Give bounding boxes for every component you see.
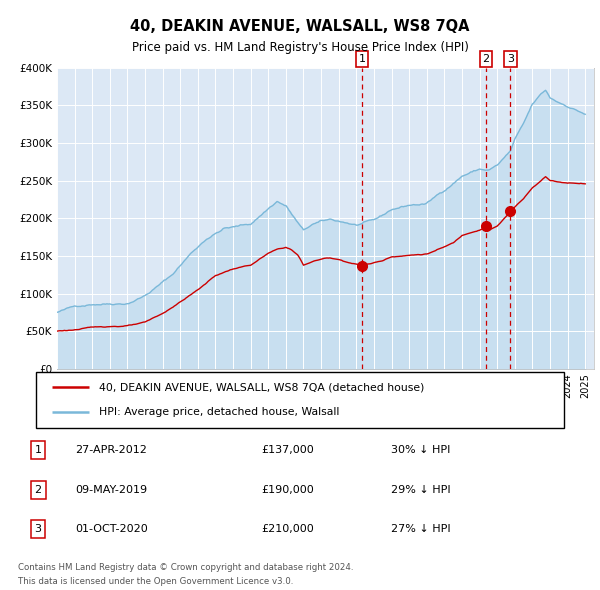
Text: 40, DEAKIN AVENUE, WALSALL, WS8 7QA (detached house): 40, DEAKIN AVENUE, WALSALL, WS8 7QA (det… bbox=[100, 382, 425, 392]
Text: This data is licensed under the Open Government Licence v3.0.: This data is licensed under the Open Gov… bbox=[18, 577, 293, 586]
Text: 30% ↓ HPI: 30% ↓ HPI bbox=[391, 445, 450, 455]
Text: 1: 1 bbox=[35, 445, 41, 455]
Text: 29% ↓ HPI: 29% ↓ HPI bbox=[391, 485, 450, 494]
Text: 1: 1 bbox=[359, 54, 365, 64]
Text: Contains HM Land Registry data © Crown copyright and database right 2024.: Contains HM Land Registry data © Crown c… bbox=[18, 563, 353, 572]
Text: £190,000: £190,000 bbox=[261, 485, 314, 494]
Text: 09-MAY-2019: 09-MAY-2019 bbox=[75, 485, 147, 494]
Text: £137,000: £137,000 bbox=[261, 445, 314, 455]
Text: 3: 3 bbox=[35, 524, 41, 534]
Text: 2: 2 bbox=[482, 54, 490, 64]
Text: 3: 3 bbox=[507, 54, 514, 64]
Text: 01-OCT-2020: 01-OCT-2020 bbox=[75, 524, 148, 534]
Text: 27% ↓ HPI: 27% ↓ HPI bbox=[391, 524, 450, 534]
Text: HPI: Average price, detached house, Walsall: HPI: Average price, detached house, Wals… bbox=[100, 407, 340, 417]
Text: £210,000: £210,000 bbox=[261, 524, 314, 534]
Text: Price paid vs. HM Land Registry's House Price Index (HPI): Price paid vs. HM Land Registry's House … bbox=[131, 41, 469, 54]
Text: 27-APR-2012: 27-APR-2012 bbox=[75, 445, 146, 455]
Text: 2: 2 bbox=[35, 485, 41, 494]
Text: 40, DEAKIN AVENUE, WALSALL, WS8 7QA: 40, DEAKIN AVENUE, WALSALL, WS8 7QA bbox=[130, 19, 470, 34]
